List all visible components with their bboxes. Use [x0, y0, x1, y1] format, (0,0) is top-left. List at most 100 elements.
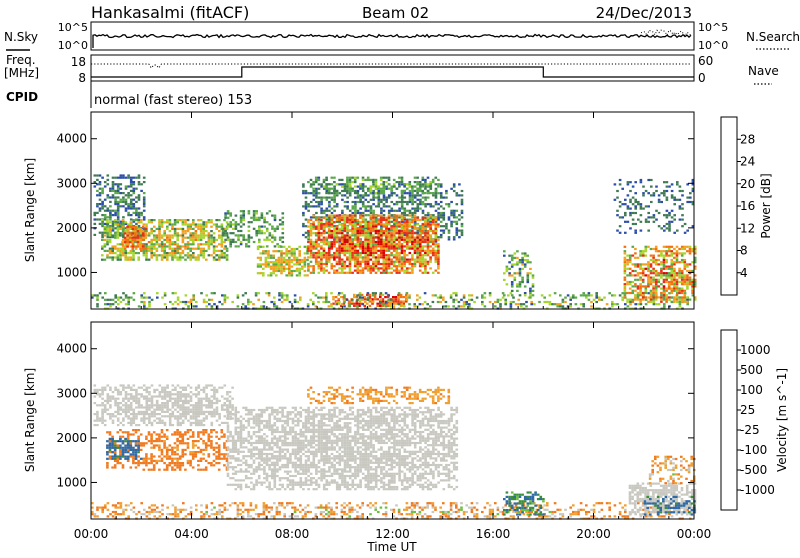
- data-cell: [427, 234, 430, 236]
- data-cell: [125, 303, 128, 305]
- data-cell: [122, 221, 125, 223]
- data-cell: [125, 404, 128, 406]
- data-cell: [135, 188, 138, 190]
- data-cell: [262, 272, 265, 274]
- data-cell: [372, 230, 375, 232]
- data-cell: [392, 296, 395, 298]
- data-cell: [689, 250, 692, 252]
- data-cell: [259, 257, 262, 259]
- data-cell: [645, 246, 648, 248]
- data-cell: [323, 237, 326, 239]
- data-cell: [647, 246, 650, 248]
- data-cell: [132, 259, 135, 261]
- data-cell: [273, 297, 276, 299]
- data-cell: [401, 250, 404, 252]
- data-cell: [169, 254, 172, 256]
- data-cell: [130, 199, 133, 201]
- data-cell: [145, 243, 148, 245]
- data-cell: [361, 299, 364, 301]
- data-cell: [388, 234, 391, 236]
- data-cell: [403, 237, 406, 239]
- data-cell: [310, 228, 313, 230]
- data-cell: [143, 205, 146, 207]
- data-cell: [174, 417, 177, 419]
- data-cell: [424, 259, 427, 261]
- data-cell: [370, 237, 373, 239]
- data-cell: [332, 298, 335, 300]
- data-cell: [403, 239, 406, 241]
- data-cell: [177, 398, 180, 400]
- data-cell: [642, 279, 645, 281]
- data-cell: [185, 402, 188, 404]
- data-cell: [336, 205, 339, 207]
- data-cell: [378, 197, 381, 199]
- data-cell: [117, 398, 120, 400]
- data-cell: [166, 415, 169, 417]
- data-cell: [278, 266, 281, 268]
- data-cell: [671, 283, 674, 285]
- data-cell: [114, 398, 117, 400]
- data-cell: [344, 263, 347, 265]
- data-cell: [362, 256, 365, 258]
- data-cell: [351, 181, 354, 183]
- data-cell: [143, 305, 146, 307]
- data-cell: [634, 266, 637, 268]
- data-cell: [660, 201, 663, 203]
- data-cell: [521, 281, 524, 283]
- data-cell: [182, 301, 185, 303]
- data-cell: [114, 183, 117, 185]
- data-cell: [237, 230, 240, 232]
- data-cell: [453, 210, 456, 212]
- data-cell: [619, 205, 622, 207]
- data-cell: [166, 219, 169, 221]
- data-cell: [273, 305, 276, 307]
- data-cell: [263, 232, 266, 234]
- data-cell: [104, 404, 107, 406]
- data-cell: [202, 256, 205, 258]
- data-cell: [689, 252, 692, 254]
- data-cell: [127, 239, 130, 241]
- data-cell: [393, 241, 396, 243]
- data-cell: [376, 298, 379, 300]
- data-cell: [130, 205, 133, 207]
- data-cell: [278, 259, 281, 261]
- data-cell: [385, 230, 388, 232]
- data-cell: [344, 237, 347, 239]
- data-cell: [101, 402, 104, 404]
- data-cell: [101, 201, 104, 203]
- data-cell: [263, 217, 266, 219]
- data-cell: [624, 252, 627, 254]
- data-cell: [265, 259, 268, 261]
- data-cell: [388, 272, 391, 274]
- data-cell: [375, 259, 378, 261]
- data-cell: [140, 214, 143, 216]
- data-cell: [310, 201, 313, 203]
- data-cell: [205, 241, 208, 243]
- data-cell: [208, 234, 211, 236]
- data-cell: [302, 190, 305, 192]
- data-cell: [367, 267, 370, 269]
- data-cell: [359, 232, 362, 234]
- data-cell: [288, 257, 291, 259]
- data-cell: [318, 261, 321, 263]
- data-cell: [237, 294, 240, 296]
- data-cell: [629, 292, 632, 294]
- data-cell: [318, 228, 321, 230]
- data-cell: [422, 223, 425, 225]
- data-cell: [375, 226, 378, 228]
- data-cell: [166, 404, 169, 406]
- data-cell: [326, 208, 329, 210]
- data-cell: [151, 422, 154, 424]
- data-cell: [370, 188, 373, 190]
- data-cell: [388, 261, 391, 263]
- data-cell: [370, 250, 373, 252]
- data-cell: [278, 268, 281, 270]
- data-cell: [429, 261, 432, 263]
- data-cell: [396, 181, 399, 183]
- data-cell: [437, 203, 440, 205]
- data-cell: [406, 241, 409, 243]
- data-cell: [331, 215, 334, 217]
- data-cell: [671, 279, 674, 281]
- data-cell: [665, 272, 668, 274]
- data-cell: [137, 243, 140, 245]
